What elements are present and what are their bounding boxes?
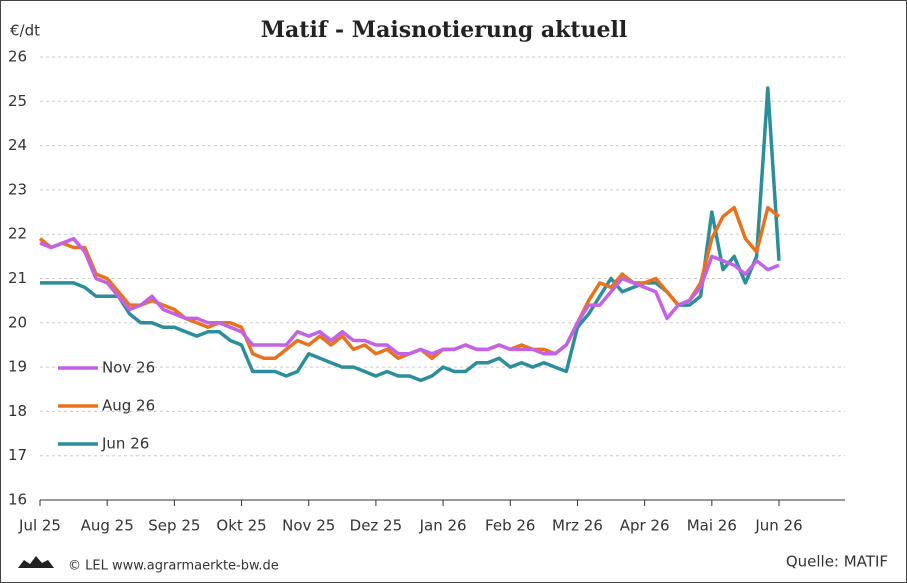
y-tick-label: 20 [8,313,27,331]
legend-label: Aug 26 [102,397,155,415]
chart-title: Matif - Maisnotierung aktuell [261,17,628,43]
y-tick-label: 19 [8,358,27,376]
footer: © LEL www.agrarmaerkte-bw.de [68,559,279,574]
y-axis-label: €/dt [10,22,40,40]
x-tick-label: Feb 26 [485,517,535,535]
x-tick-label: Jan 26 [419,517,467,535]
y-tick-label: 24 [8,136,27,154]
x-tick-label: Dez 25 [350,517,403,535]
x-tick-label: Jul 25 [18,517,61,535]
x-tick-label: Mrz 26 [552,517,603,535]
y-tick-label: 23 [8,180,27,198]
logo [18,556,54,568]
x-tick-label: Sep 25 [148,517,200,535]
y-tick-label: 22 [8,225,27,243]
x-tick-label: Jun 26 [754,517,802,535]
y-tick-label: 16 [8,491,27,509]
y-tick-label: 26 [8,48,27,66]
series-line [39,236,780,356]
x-tick-label: Aug 25 [81,517,134,535]
y-tick-label: 25 [8,92,27,110]
x-tick-label: Apr 26 [620,517,670,535]
y-tick-label: 17 [8,446,27,464]
source: Quelle: MATIF [786,553,888,571]
legend-label: Nov 26 [102,359,155,377]
series-line [40,86,781,383]
x-tick-label: Okt 25 [216,517,266,535]
y-tick-label: 18 [8,402,27,420]
legend-label: Jun 26 [101,435,149,453]
x-tick-label: Mai 26 [687,517,737,535]
x-tick-label: Nov 25 [282,517,335,535]
y-tick-label: 21 [8,269,27,287]
